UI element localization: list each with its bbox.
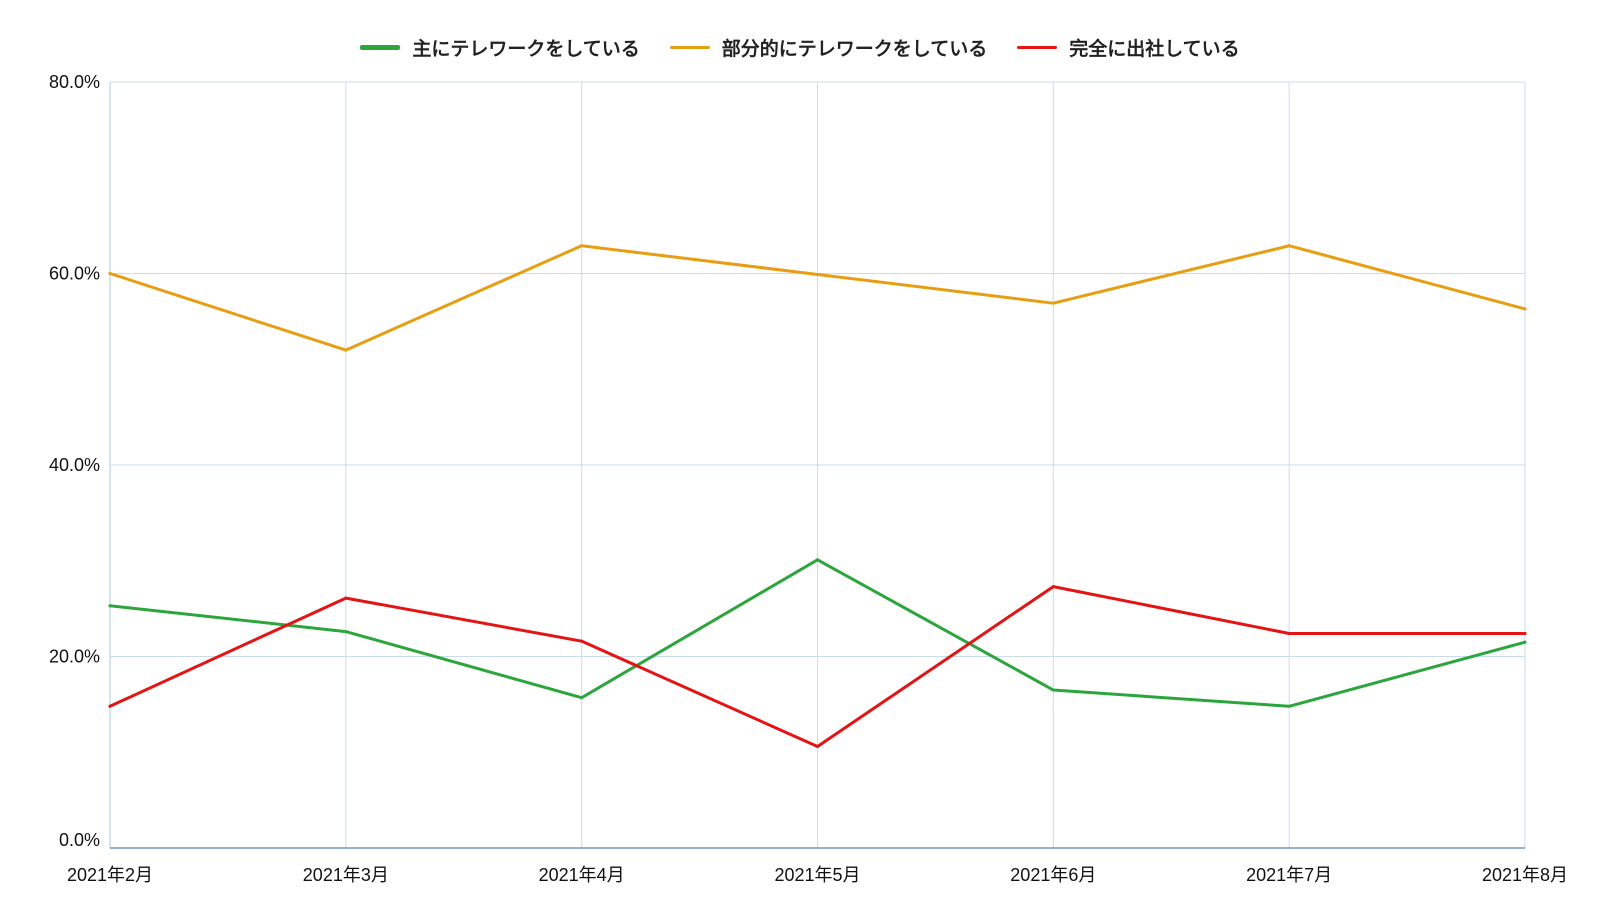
legend-item-mainly-telework[interactable]: 主にテレワークをしている bbox=[360, 34, 640, 61]
y-tick-label: 80.0% bbox=[49, 72, 100, 92]
legend-swatch-partial-telework bbox=[669, 45, 710, 49]
x-tick-label: 2021年3月 bbox=[303, 865, 389, 885]
series-lines bbox=[108, 244, 1527, 749]
data-point-full-office bbox=[816, 745, 819, 749]
legend-swatch-mainly-telework bbox=[360, 44, 401, 50]
y-tick-label: 40.0% bbox=[49, 455, 100, 475]
data-point-partial-telework bbox=[1523, 307, 1527, 311]
data-point-full-office bbox=[1287, 632, 1291, 636]
y-tick-label: 0.0% bbox=[59, 830, 100, 850]
data-point-full-office bbox=[108, 704, 112, 708]
legend-label-full-office: 完全に出社している bbox=[1069, 37, 1240, 60]
gridlines bbox=[110, 81, 1526, 848]
x-tick-label: 2021年8月 bbox=[1482, 865, 1568, 885]
data-point-mainly-telework bbox=[1051, 688, 1055, 692]
x-tick-label: 2021年6月 bbox=[1010, 865, 1096, 885]
data-point-partial-telework bbox=[1287, 244, 1291, 248]
data-point-partial-telework bbox=[344, 348, 348, 352]
x-tick-label: 2021年2月 bbox=[67, 865, 153, 885]
y-tick-label: 20.0% bbox=[49, 647, 100, 667]
data-point-full-office bbox=[580, 639, 584, 643]
data-point-partial-telework bbox=[816, 272, 819, 276]
data-point-full-office bbox=[1523, 632, 1527, 636]
data-point-full-office bbox=[1051, 585, 1055, 589]
x-tick-label: 2021年7月 bbox=[1246, 865, 1332, 885]
y-tick-label: 60.0% bbox=[49, 264, 100, 284]
data-point-mainly-telework bbox=[1287, 704, 1291, 708]
x-tick-labels: 2021年2月 2021年3月 2021年4月 2021年5月 2021年6月 2021年… bbox=[67, 865, 1568, 885]
data-point-mainly-telework bbox=[580, 696, 584, 700]
data-point-mainly-telework bbox=[816, 558, 819, 562]
axes bbox=[109, 82, 1525, 849]
data-point-full-office bbox=[344, 596, 348, 600]
data-point-mainly-telework bbox=[108, 604, 112, 608]
data-point-mainly-telework bbox=[344, 630, 348, 634]
x-tick-label: 2021年4月 bbox=[539, 865, 625, 885]
y-tick-labels: 0.0% 20.0% 40.0% 60.0% 80.0% bbox=[49, 72, 100, 850]
legend-item-partial-telework[interactable]: 部分的にテレワークをしている bbox=[669, 34, 988, 61]
legend-label-partial-telework: 部分的にテレワークをしている bbox=[721, 37, 988, 60]
data-point-partial-telework bbox=[1051, 301, 1055, 305]
legend-swatch-full-office bbox=[1017, 45, 1058, 49]
legend-label-mainly-telework: 主にテレワークをしている bbox=[412, 37, 640, 60]
data-point-mainly-telework bbox=[1523, 640, 1527, 644]
legend-item-full-office[interactable]: 完全に出社している bbox=[1017, 34, 1240, 61]
data-point-partial-telework bbox=[580, 244, 584, 248]
legend: 主にテレワークをしている 部分的にテレワークをしている 完全に出社している bbox=[0, 32, 1600, 62]
data-point-partial-telework bbox=[108, 272, 112, 275]
x-tick-label: 2021年5月 bbox=[774, 865, 860, 885]
